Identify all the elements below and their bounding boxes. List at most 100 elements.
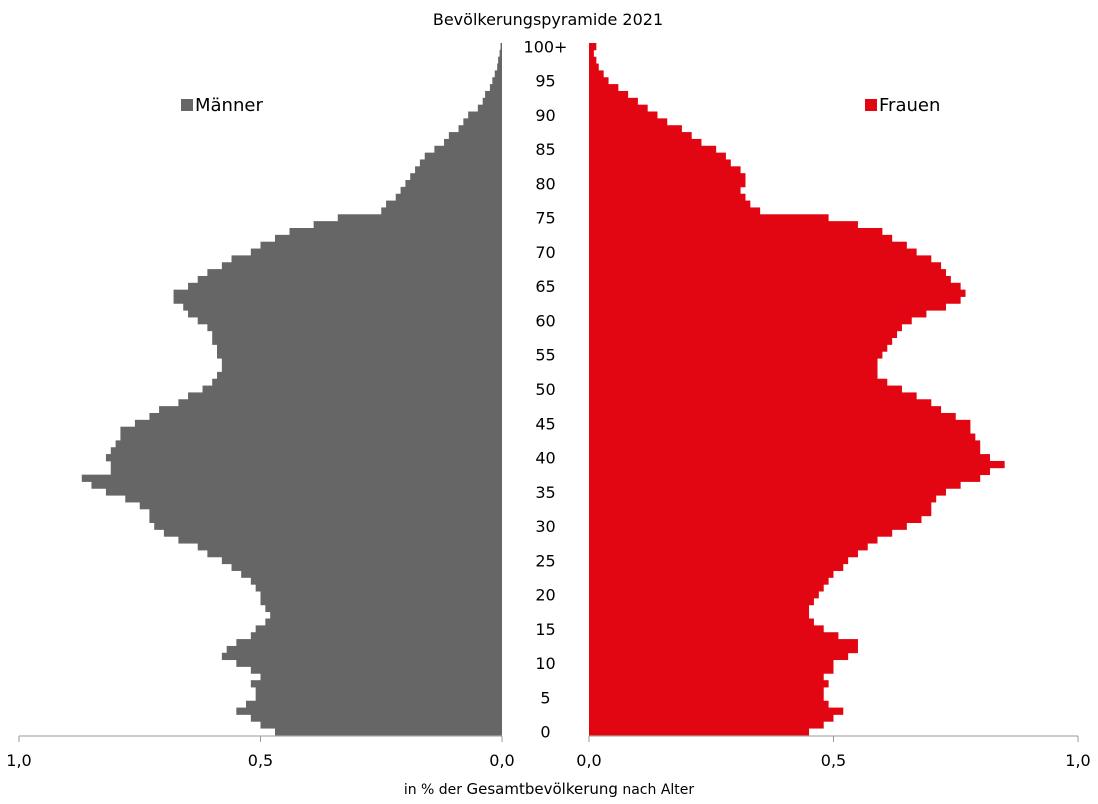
women-bar-age-83 [589,159,731,167]
women-bar-age-25 [589,556,849,565]
women-bar-age-97 [589,63,599,71]
men-bar-age-100 [500,43,502,51]
legend-women-swatch [865,99,877,111]
men-bar-age-60 [197,317,502,325]
men-bar-age-8 [260,673,502,681]
men-bar-age-51 [212,378,502,386]
women-bar-age-39 [589,460,1005,469]
women-bar-age-73 [589,227,883,236]
women-bar-age-70 [589,248,917,256]
men-bar-age-30 [154,522,503,530]
men-bar-age-22 [250,577,502,585]
women-bar-age-47 [589,406,942,414]
men-bar-age-15 [255,625,502,633]
men-bar-age-0 [274,728,502,736]
age-tick-label: 10 [535,654,555,673]
women-bar-age-89 [589,118,668,126]
x-tick-label: 1,0 [1065,751,1090,770]
men-bar-age-2 [250,714,502,722]
women-bar-age-56 [589,344,888,352]
women-bar-age-45 [589,419,971,428]
women-bar-age-81 [589,173,746,181]
women-bar-age-9 [589,666,834,674]
women-bar-age-37 [589,474,981,482]
men-bar-age-44 [120,426,503,434]
men-bar-age-46 [149,412,502,421]
women-bar-age-64 [589,289,966,297]
women-bar-age-18 [589,604,810,613]
women-bar-age-31 [589,515,922,524]
women-bar-age-54 [589,358,878,366]
women-bar-age-86 [589,138,702,147]
men-bar-age-39 [110,460,503,469]
age-tick-label: 95 [535,72,555,91]
women-bar-age-38 [589,467,990,476]
women-bar-age-74 [589,221,858,229]
women-bar-age-67 [589,269,946,277]
men-bar-age-95 [492,77,502,85]
men-bar-age-70 [250,248,502,256]
women-bar-age-19 [589,597,814,606]
women-bar-age-68 [589,262,942,270]
women-bar-age-55 [589,351,883,359]
women-bar-age-94 [589,84,619,92]
men-bar-age-1 [260,721,502,729]
women-bar-age-13 [589,639,858,647]
men-bar-age-58 [212,330,502,339]
men-bar-age-54 [221,358,503,366]
men-bar-age-77 [386,200,502,208]
women-bar-age-92 [589,97,638,106]
x-tick-label: 0,0 [489,751,514,770]
men-bar-age-23 [241,570,502,578]
men-bar-age-53 [221,365,503,373]
men-bar-age-64 [173,289,502,297]
x-axes: 1,0 0,5 0,0 0,0 0,5 1,0 [6,735,1091,770]
women-bar-age-79 [589,186,741,195]
population-pyramid-chart: Bevölkerungspyramide 2021 0 5 10 15 20 25 30 35… [6,10,1091,770]
unit-prefix: in % der [403,782,463,798]
legend-men-swatch [181,99,193,111]
women-bar-age-62 [589,303,946,311]
men-bar-age-73 [289,227,502,236]
men-bar-age-50 [202,385,503,393]
men-bar-age-71 [260,241,502,249]
age-tick-label: 55 [535,346,555,365]
age-tick-label: 35 [535,483,555,502]
legend-men: Männer [181,95,263,116]
men-bar-age-21 [255,584,502,592]
men-bar-age-63 [173,296,502,304]
chart-title: Bevölkerungspyramide 2021 [433,10,663,29]
men-bar-age-65 [188,282,503,291]
women-bar-age-57 [589,337,893,345]
men-bar-age-83 [419,159,502,167]
men-bar-age-24 [231,563,502,571]
men-bar-age-35 [105,488,502,496]
men-bar-age-12 [226,645,502,654]
women-bar-age-99 [589,49,594,58]
men-bar-age-41 [110,447,503,455]
age-tick-label: 90 [535,106,555,125]
men-bar-age-76 [381,207,502,215]
women-bar-age-23 [589,570,834,578]
age-tick-label: 65 [535,277,555,296]
age-tick-label: 50 [535,380,555,399]
men-bar-age-93 [485,90,502,99]
women-bar-age-1 [589,721,824,729]
men-bar-age-66 [197,275,502,284]
women-bar-age-26 [589,550,858,558]
women-bar-age-48 [589,399,932,407]
women-bar-age-2 [589,714,834,722]
men-bar-age-42 [115,440,502,448]
x-tick-label: 0,5 [248,751,273,770]
men-bar-age-10 [236,659,502,667]
men-bar-age-57 [212,337,502,345]
women-bar-age-42 [589,440,981,448]
women-bar-age-100 [589,43,597,51]
women-bar-age-76 [589,207,761,215]
legend-women-label: Frauen [879,95,940,116]
women-bar-age-35 [589,488,946,496]
women-bar-age-8 [589,673,824,681]
x-tick-label: 0,0 [576,751,601,770]
women-bar-age-87 [589,132,692,140]
men-bar-age-80 [405,180,502,188]
